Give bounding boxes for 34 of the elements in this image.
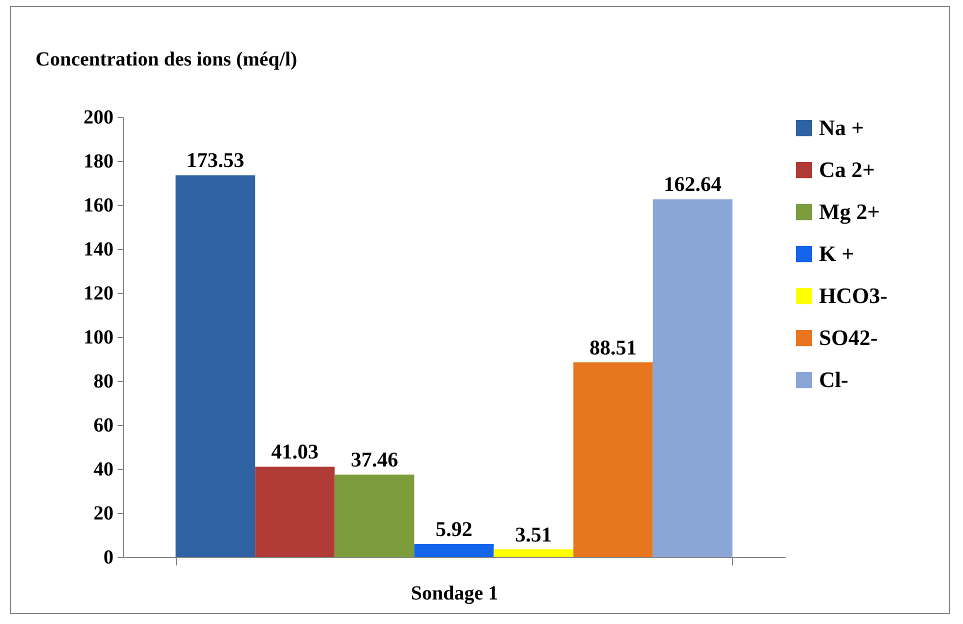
y-axis-title: Concentration des ions (méq/l): [36, 48, 298, 70]
data-label: 3.51: [515, 522, 552, 546]
y-tick-label: 160: [84, 194, 114, 216]
legend-label: Ca 2+: [819, 157, 875, 182]
legend-label: Cl-: [819, 367, 848, 392]
data-label: 41.03: [271, 440, 319, 464]
bar: [255, 466, 335, 557]
y-tick-label: 100: [84, 326, 114, 348]
y-tick-label: 180: [84, 150, 114, 172]
bar: [573, 362, 653, 557]
data-label: 162.64: [664, 172, 722, 196]
data-label: 37.46: [350, 448, 398, 472]
bar: [334, 474, 414, 557]
bar: [176, 175, 256, 557]
legend-label: SO42-: [819, 325, 878, 350]
legend-label: Mg 2+: [819, 199, 880, 224]
data-label: 173.53: [186, 148, 244, 172]
y-tick-label: 60: [94, 414, 114, 436]
legend-label: Na +: [819, 115, 864, 140]
bar: [494, 549, 574, 557]
y-tick-label: 120: [84, 282, 114, 304]
data-label: 5.92: [436, 516, 472, 541]
y-tick-label: 0: [104, 546, 114, 568]
bar: [652, 199, 732, 557]
x-tick-label: Sondage 1: [410, 582, 498, 604]
y-tick-label: 40: [94, 458, 114, 480]
y-tick-label: 200: [84, 106, 114, 128]
legend-label: HCO3-: [819, 283, 888, 308]
data-label: 88.51: [589, 335, 637, 360]
y-tick-label: 80: [94, 370, 114, 392]
bar: [414, 544, 494, 557]
legend-label: K +: [819, 241, 854, 266]
y-tick-label: 20: [94, 502, 114, 524]
y-tick-label: 140: [84, 238, 114, 260]
